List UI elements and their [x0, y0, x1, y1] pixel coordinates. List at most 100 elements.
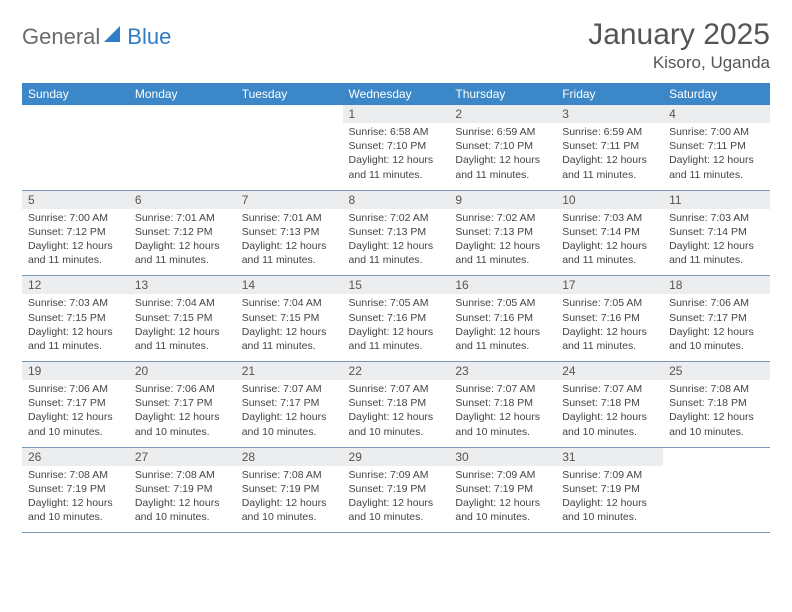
sunset-line: Sunset: 7:17 PM [28, 396, 123, 410]
sunset-line: Sunset: 7:18 PM [562, 396, 657, 410]
day-number: 16 [449, 276, 556, 294]
sunset-line: Sunset: 7:11 PM [562, 139, 657, 153]
daylight-line: Daylight: 12 hours and 11 minutes. [669, 239, 764, 267]
sunset-line: Sunset: 7:14 PM [669, 225, 764, 239]
sunrise-line: Sunrise: 7:02 AM [455, 211, 550, 225]
sunrise-line: Sunrise: 7:02 AM [349, 211, 444, 225]
daylight-line: Daylight: 12 hours and 10 minutes. [455, 496, 550, 524]
calendar-day-cell: 13Sunrise: 7:04 AMSunset: 7:15 PMDayligh… [129, 276, 236, 362]
daylight-line: Daylight: 12 hours and 10 minutes. [669, 325, 764, 353]
sunset-line: Sunset: 7:17 PM [669, 311, 764, 325]
daylight-line: Daylight: 12 hours and 11 minutes. [349, 325, 444, 353]
daylight-line: Daylight: 12 hours and 10 minutes. [562, 496, 657, 524]
calendar-day-cell [663, 447, 770, 533]
sunrise-line: Sunrise: 7:08 AM [28, 468, 123, 482]
sunrise-line: Sunrise: 7:07 AM [562, 382, 657, 396]
day-details: Sunrise: 7:01 AMSunset: 7:12 PMDaylight:… [129, 209, 236, 276]
calendar-day-cell: 1Sunrise: 6:58 AMSunset: 7:10 PMDaylight… [343, 105, 450, 190]
day-details: Sunrise: 7:00 AMSunset: 7:11 PMDaylight:… [663, 123, 770, 190]
day-number: 10 [556, 191, 663, 209]
sunrise-line: Sunrise: 7:03 AM [669, 211, 764, 225]
sunset-line: Sunset: 7:18 PM [455, 396, 550, 410]
daylight-line: Daylight: 12 hours and 11 minutes. [135, 239, 230, 267]
sunrise-line: Sunrise: 7:05 AM [455, 296, 550, 310]
day-details [22, 109, 129, 167]
sunrise-line: Sunrise: 7:03 AM [28, 296, 123, 310]
sunrise-line: Sunrise: 6:59 AM [562, 125, 657, 139]
calendar-day-cell: 4Sunrise: 7:00 AMSunset: 7:11 PMDaylight… [663, 105, 770, 190]
daylight-line: Daylight: 12 hours and 11 minutes. [455, 153, 550, 181]
calendar-table: SundayMondayTuesdayWednesdayThursdayFrid… [22, 83, 770, 533]
sunrise-line: Sunrise: 7:04 AM [242, 296, 337, 310]
daylight-line: Daylight: 12 hours and 10 minutes. [28, 496, 123, 524]
daylight-line: Daylight: 12 hours and 11 minutes. [562, 239, 657, 267]
day-number: 23 [449, 362, 556, 380]
day-number: 30 [449, 448, 556, 466]
calendar-day-cell: 23Sunrise: 7:07 AMSunset: 7:18 PMDayligh… [449, 362, 556, 448]
sunset-line: Sunset: 7:17 PM [242, 396, 337, 410]
sunrise-line: Sunrise: 7:04 AM [135, 296, 230, 310]
brand-text-general: General [22, 24, 100, 50]
calendar-day-cell: 18Sunrise: 7:06 AMSunset: 7:17 PMDayligh… [663, 276, 770, 362]
calendar-page: General Blue January 2025 Kisoro, Uganda… [0, 0, 792, 543]
day-details [663, 452, 770, 510]
daylight-line: Daylight: 12 hours and 11 minutes. [135, 325, 230, 353]
brand-text-blue: Blue [127, 24, 171, 50]
sunset-line: Sunset: 7:15 PM [28, 311, 123, 325]
day-number: 4 [663, 105, 770, 123]
sunrise-line: Sunrise: 7:08 AM [242, 468, 337, 482]
sunset-line: Sunset: 7:16 PM [562, 311, 657, 325]
calendar-day-cell: 15Sunrise: 7:05 AMSunset: 7:16 PMDayligh… [343, 276, 450, 362]
day-details: Sunrise: 7:02 AMSunset: 7:13 PMDaylight:… [449, 209, 556, 276]
weekday-header: Friday [556, 83, 663, 105]
day-details: Sunrise: 7:09 AMSunset: 7:19 PMDaylight:… [343, 466, 450, 533]
header: General Blue January 2025 Kisoro, Uganda [22, 18, 770, 73]
daylight-line: Daylight: 12 hours and 11 minutes. [455, 325, 550, 353]
sunrise-line: Sunrise: 7:09 AM [349, 468, 444, 482]
day-number: 11 [663, 191, 770, 209]
day-details: Sunrise: 7:06 AMSunset: 7:17 PMDaylight:… [663, 294, 770, 361]
day-number: 5 [22, 191, 129, 209]
calendar-week-row: 1Sunrise: 6:58 AMSunset: 7:10 PMDaylight… [22, 105, 770, 190]
daylight-line: Daylight: 12 hours and 11 minutes. [562, 153, 657, 181]
calendar-day-cell [22, 105, 129, 190]
day-details: Sunrise: 7:05 AMSunset: 7:16 PMDaylight:… [343, 294, 450, 361]
day-number: 8 [343, 191, 450, 209]
sunset-line: Sunset: 7:19 PM [242, 482, 337, 496]
daylight-line: Daylight: 12 hours and 10 minutes. [242, 496, 337, 524]
calendar-day-cell: 3Sunrise: 6:59 AMSunset: 7:11 PMDaylight… [556, 105, 663, 190]
calendar-day-cell: 26Sunrise: 7:08 AMSunset: 7:19 PMDayligh… [22, 447, 129, 533]
calendar-day-cell: 9Sunrise: 7:02 AMSunset: 7:13 PMDaylight… [449, 190, 556, 276]
sunset-line: Sunset: 7:18 PM [349, 396, 444, 410]
calendar-day-cell: 21Sunrise: 7:07 AMSunset: 7:17 PMDayligh… [236, 362, 343, 448]
daylight-line: Daylight: 12 hours and 11 minutes. [349, 239, 444, 267]
calendar-day-cell: 20Sunrise: 7:06 AMSunset: 7:17 PMDayligh… [129, 362, 236, 448]
day-details: Sunrise: 7:00 AMSunset: 7:12 PMDaylight:… [22, 209, 129, 276]
day-number: 7 [236, 191, 343, 209]
day-details: Sunrise: 7:08 AMSunset: 7:19 PMDaylight:… [236, 466, 343, 533]
sunrise-line: Sunrise: 7:06 AM [28, 382, 123, 396]
daylight-line: Daylight: 12 hours and 11 minutes. [242, 325, 337, 353]
calendar-day-cell: 24Sunrise: 7:07 AMSunset: 7:18 PMDayligh… [556, 362, 663, 448]
month-title: January 2025 [588, 18, 770, 51]
day-number: 12 [22, 276, 129, 294]
day-details: Sunrise: 7:07 AMSunset: 7:18 PMDaylight:… [343, 380, 450, 447]
daylight-line: Daylight: 12 hours and 10 minutes. [669, 410, 764, 438]
calendar-week-row: 5Sunrise: 7:00 AMSunset: 7:12 PMDaylight… [22, 190, 770, 276]
day-details: Sunrise: 6:59 AMSunset: 7:11 PMDaylight:… [556, 123, 663, 190]
sunset-line: Sunset: 7:10 PM [349, 139, 444, 153]
calendar-day-cell: 5Sunrise: 7:00 AMSunset: 7:12 PMDaylight… [22, 190, 129, 276]
day-number: 28 [236, 448, 343, 466]
sunset-line: Sunset: 7:13 PM [455, 225, 550, 239]
calendar-day-cell: 8Sunrise: 7:02 AMSunset: 7:13 PMDaylight… [343, 190, 450, 276]
day-details: Sunrise: 7:08 AMSunset: 7:19 PMDaylight:… [22, 466, 129, 533]
day-number: 3 [556, 105, 663, 123]
sunrise-line: Sunrise: 7:03 AM [562, 211, 657, 225]
day-details: Sunrise: 7:08 AMSunset: 7:18 PMDaylight:… [663, 380, 770, 447]
day-details: Sunrise: 7:05 AMSunset: 7:16 PMDaylight:… [556, 294, 663, 361]
daylight-line: Daylight: 12 hours and 10 minutes. [562, 410, 657, 438]
location-label: Kisoro, Uganda [588, 53, 770, 73]
sunset-line: Sunset: 7:15 PM [135, 311, 230, 325]
weekday-header: Monday [129, 83, 236, 105]
weekday-header: Wednesday [343, 83, 450, 105]
